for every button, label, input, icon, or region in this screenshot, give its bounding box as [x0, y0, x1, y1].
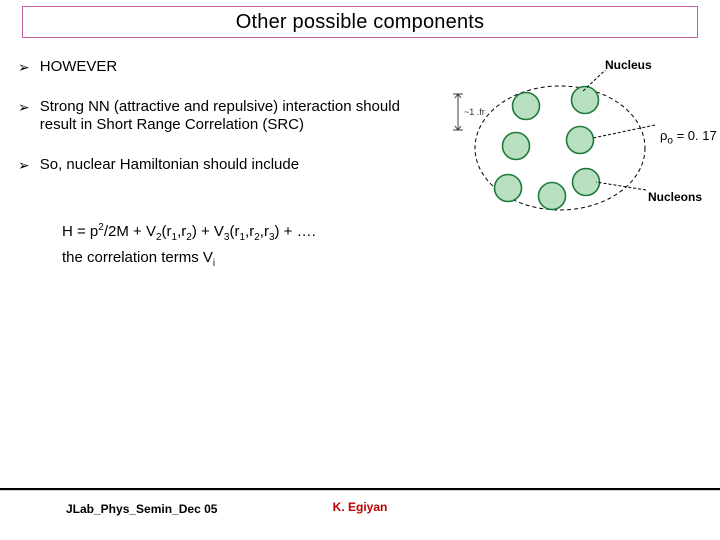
bullet-text: Strong NN (attractive and repulsive) int…: [40, 98, 438, 134]
bullet-text: HOWEVER: [40, 58, 118, 76]
bullet-list: ➢ HOWEVER ➢ Strong NN (attractive and re…: [18, 58, 438, 196]
formula-line-2: the correlation terms Vi: [62, 248, 462, 274]
nucleus-svg: ~1 .fr: [430, 70, 690, 250]
title-box: Other possible components: [22, 6, 698, 38]
bullet-glyph-icon: ➢: [18, 58, 30, 76]
bullet-glyph-icon: ➢: [18, 98, 30, 116]
slide-title: Other possible components: [236, 11, 484, 34]
svg-text:~1 .fr: ~1 .fr: [464, 107, 485, 117]
formula-block: H = p2/2M + V2(r1,r2) + V3(r1,r2,r3) + ……: [62, 218, 462, 274]
bullet-text: So, nuclear Hamiltonian should include: [40, 156, 299, 174]
bullet-item: ➢ So, nuclear Hamiltonian should include: [18, 156, 438, 174]
bullet-item: ➢ HOWEVER: [18, 58, 438, 76]
bullet-glyph-icon: ➢: [18, 156, 30, 174]
footer-center: K. Egiyan: [0, 500, 720, 514]
nucleus-diagram: ~1 .fr: [430, 70, 690, 250]
formula-line-1: H = p2/2M + V2(r1,r2) + V3(r1,r2,r3) + ……: [62, 218, 462, 248]
footer-subrule: [0, 490, 720, 491]
bullet-item: ➢ Strong NN (attractive and repulsive) i…: [18, 98, 438, 134]
slide: Other possible components ➢ HOWEVER ➢ St…: [0, 0, 720, 540]
